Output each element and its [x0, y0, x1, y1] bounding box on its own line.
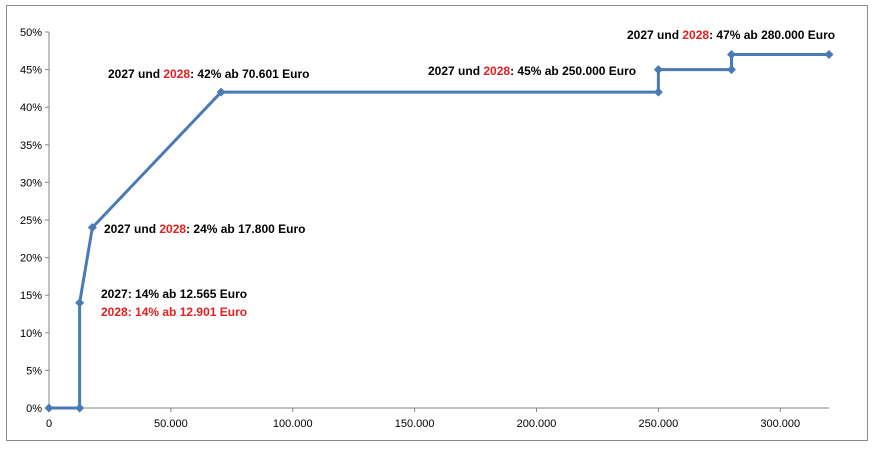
- data-point-marker: [727, 50, 736, 60]
- data-point-marker: [727, 65, 736, 75]
- y-tick-label: 30%: [20, 177, 42, 189]
- y-tick-label: 10%: [20, 328, 42, 340]
- data-point-marker: [653, 87, 663, 97]
- series-line: [49, 53, 829, 410]
- x-tick-label: 0: [46, 418, 52, 430]
- annotation-part: 2028: 14% ab 12.901 Euro: [101, 305, 247, 319]
- x-tick-label: 300.000: [760, 418, 800, 430]
- axes: [45, 31, 829, 412]
- annotation-a2028-14: 2028: 14% ab 12.901 Euro: [101, 305, 247, 319]
- annotation-part: 2027 und: [428, 64, 483, 78]
- annotation-a24: 2027 und 2028: 24% ab 17.800 Euro: [104, 222, 305, 236]
- annotation-part: 2027 und: [104, 222, 159, 236]
- annotation-part: 2028: [483, 64, 510, 78]
- series-layer: [44, 50, 834, 413]
- data-point-marker: [75, 403, 85, 413]
- x-tick-label: 200.000: [517, 418, 557, 430]
- annotation-a42: 2027 und 2028: 42% ab 70.601 Euro: [108, 67, 309, 81]
- x-tick-label: 50.000: [154, 418, 188, 430]
- annotation-part: 2028: [159, 222, 186, 236]
- annotation-part: 2027 und: [627, 28, 682, 42]
- y-tick-label: 40%: [20, 102, 42, 114]
- y-tick-label: 15%: [20, 290, 42, 302]
- y-tick-label: 45%: [20, 65, 42, 77]
- x-tick-label: 100.000: [273, 418, 313, 430]
- chart-frame: [6, 5, 868, 441]
- y-tick-label: 35%: [20, 140, 42, 152]
- annotations: 2027: 14% ab 12.565 Euro 2028: 14% ab 12.…: [101, 28, 835, 319]
- annotation-a47: 2027 und 2028: 47% ab 280.000 Euro: [627, 28, 835, 42]
- y-tick-label: 5%: [26, 365, 42, 377]
- annotation-part: 2027 und: [108, 67, 163, 81]
- y-tick-label: 0%: [26, 403, 42, 415]
- x-tick-label: 250.000: [638, 418, 678, 430]
- data-point-marker: [653, 65, 663, 75]
- annotation-a45: 2027 und 2028: 45% ab 250.000 Euro: [428, 64, 636, 78]
- annotation-part: 2028: [163, 67, 190, 81]
- annotation-part: : 42% ab 70.601 Euro: [190, 67, 309, 81]
- annotation-part: 2027: 14% ab 12.565 Euro: [101, 287, 247, 301]
- annotation-part: : 47% ab 280.000 Euro: [709, 28, 835, 42]
- x-tick-label: 150.000: [395, 418, 435, 430]
- data-point-marker: [44, 403, 54, 413]
- y-tick-label: 25%: [20, 215, 42, 227]
- data-point-marker: [87, 223, 97, 233]
- annotation-part: : 24% ab 17.800 Euro: [186, 222, 305, 236]
- y-tick-label: 20%: [20, 253, 42, 265]
- annotation-part: : 45% ab 250.000 Euro: [510, 64, 636, 78]
- data-point-marker: [75, 298, 85, 308]
- tick-labels: 0% 5% 10% 15% 20% 25% 30% 35% 40% 45% 50% 0 50.000 10…: [20, 27, 800, 430]
- annotation-a2027-14: 2027: 14% ab 12.565 Euro: [101, 287, 247, 301]
- y-tick-label: 50%: [20, 27, 42, 39]
- annotation-part: 2028: [682, 28, 709, 42]
- data-point-marker: [216, 87, 226, 97]
- data-point-marker: [824, 50, 834, 60]
